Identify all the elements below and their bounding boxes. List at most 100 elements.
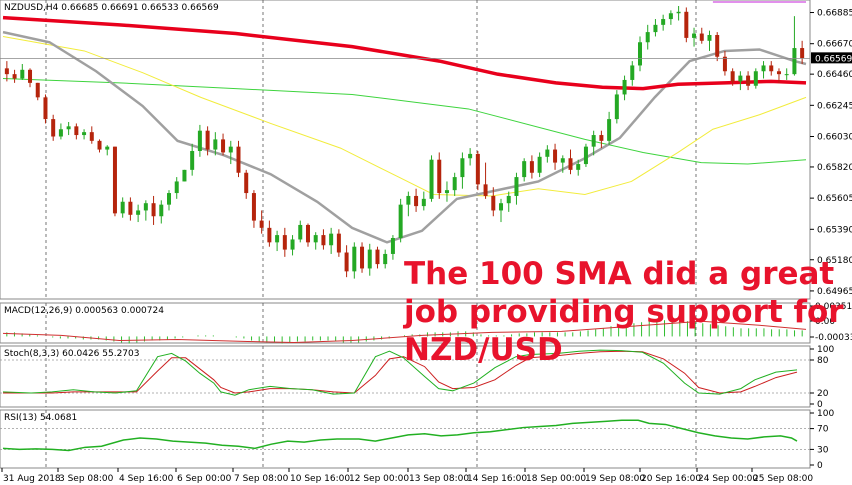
stoch-title: Stoch(8,3,3) 60.0426 55.2703 xyxy=(4,349,139,359)
candle-body xyxy=(522,161,527,178)
candle-body xyxy=(58,129,63,137)
candle-body xyxy=(661,19,666,25)
candle-body xyxy=(707,35,712,41)
candle-body xyxy=(776,71,781,75)
candle-body xyxy=(305,224,310,243)
candle-body xyxy=(692,33,697,38)
candle-body xyxy=(290,239,295,250)
candle-body xyxy=(298,224,303,240)
candle-body xyxy=(336,233,341,253)
annotation-line-1: The 100 SMA did a great xyxy=(404,256,834,292)
rsi-line xyxy=(2,419,798,452)
candle-body xyxy=(89,132,94,141)
candle-body xyxy=(699,33,704,41)
sma-gray-line xyxy=(2,30,807,244)
macd-title: MACD(12,26,9) 0.000563 0.000724 xyxy=(4,306,164,316)
chart-title: NZDUSD,H4 0.66685 0.66691 0.66533 0.6656… xyxy=(4,3,219,13)
time-tick-label: 14 Sep 16:00 xyxy=(467,474,527,484)
candle-body xyxy=(120,201,125,214)
candle-body xyxy=(444,190,449,194)
candle-body xyxy=(236,146,241,173)
macd-indicator: 0.003518 0.00 -0.000339 xyxy=(2,302,852,344)
candle-body xyxy=(614,94,619,120)
rsi-tick-label: 100 xyxy=(817,409,834,419)
sma-100-line xyxy=(2,15,807,91)
candle-body xyxy=(143,203,148,211)
candle-body xyxy=(136,210,141,215)
time-tick-label: 24 Sep 00:00 xyxy=(698,474,758,484)
candle-body xyxy=(221,139,226,153)
stoch-k-line xyxy=(2,349,798,396)
candle-body xyxy=(622,79,627,95)
candle-body xyxy=(251,193,256,221)
candle-body xyxy=(159,204,164,217)
candle-body xyxy=(668,13,673,20)
candle-body xyxy=(568,158,573,170)
current-price-tag xyxy=(811,52,852,64)
candle-body xyxy=(537,156,542,173)
candle-body xyxy=(244,172,249,194)
candle-body xyxy=(715,35,720,57)
candle-body xyxy=(607,119,612,141)
time-tick-label: 7 Sep 08:00 xyxy=(234,474,289,484)
candle-body xyxy=(506,195,511,204)
candle-body xyxy=(452,177,457,191)
time-tick-label: 19 Sep 08:00 xyxy=(585,474,645,484)
time-tick-label: 3 Sep 08:00 xyxy=(59,474,114,484)
candle-body xyxy=(460,158,465,178)
candlesticks xyxy=(4,6,805,279)
candle-body xyxy=(722,56,727,72)
candle-body xyxy=(730,71,735,82)
candle-body xyxy=(51,119,56,137)
candle-body xyxy=(529,161,534,173)
price-tick-label: 0.65820 xyxy=(817,163,852,173)
candle-body xyxy=(792,48,797,75)
candle-body xyxy=(74,126,79,136)
time-tick-label: 10 Sep 16:00 xyxy=(290,474,350,484)
time-tick-label: 4 Sep 16:00 xyxy=(119,474,174,484)
time-tick-label: 13 Sep 08:00 xyxy=(409,474,469,484)
candle-body xyxy=(20,69,25,79)
macd-tick-label: -0.000339 xyxy=(815,333,852,343)
price-tick-label: 0.65180 xyxy=(817,256,852,266)
current-price-label: 0.66569 xyxy=(815,54,852,64)
rsi-tick-label: 70 xyxy=(817,425,829,435)
candle-body xyxy=(437,159,442,194)
stoch-tick-label: 100 xyxy=(817,345,834,355)
stoch-tick-label: 0 xyxy=(817,400,823,410)
candle-body xyxy=(367,249,372,269)
candle-body xyxy=(545,149,550,157)
candle-body xyxy=(637,42,642,66)
candle-body xyxy=(190,151,195,170)
candle-body xyxy=(28,69,33,83)
annotation-line-2: job providing support for xyxy=(402,294,844,330)
candle-body xyxy=(97,140,102,150)
candle-body xyxy=(128,201,133,215)
candle-body xyxy=(267,227,272,243)
time-tick-label: 20 Sep 16:00 xyxy=(641,474,701,484)
candle-body xyxy=(645,32,650,43)
candle-body xyxy=(105,146,110,150)
rsi-title: RSI(13) 54.0681 xyxy=(4,413,77,423)
candle-body xyxy=(213,139,218,150)
candle-body xyxy=(414,195,419,207)
candle-body xyxy=(429,159,434,199)
candle-body xyxy=(82,132,87,136)
period-separators xyxy=(45,0,697,468)
candle-body xyxy=(769,65,774,72)
price-tick-label: 0.66245 xyxy=(817,101,852,111)
candle-body xyxy=(753,71,758,86)
rsi-indicator: 100 70 30 0 xyxy=(0,409,834,471)
candle-body xyxy=(784,74,789,76)
macd-signal-line xyxy=(2,320,807,344)
candle-body xyxy=(66,126,71,130)
candle-body xyxy=(390,238,395,254)
price-tick-label: 0.65390 xyxy=(817,225,852,235)
candle-body xyxy=(553,149,558,163)
annotation-line-3: NZD/USD xyxy=(404,332,563,368)
price-tick-label: 0.66670 xyxy=(817,40,852,50)
time-tick-label: 31 Aug 2018 xyxy=(3,474,61,484)
candle-body xyxy=(43,97,48,120)
candle-body xyxy=(746,75,751,86)
